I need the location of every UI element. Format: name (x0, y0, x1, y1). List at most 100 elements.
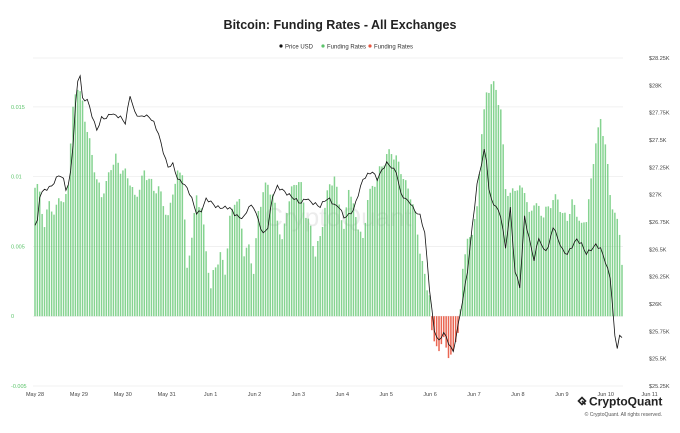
funding-rate-bar (374, 186, 376, 317)
funding-rate-bar (229, 215, 231, 317)
funding-rate-bar (93, 172, 96, 317)
funding-rate-bar (36, 183, 39, 317)
funding-rate-bar (257, 211, 260, 317)
funding-rate-bar (191, 237, 193, 317)
funding-rate-bar (338, 204, 340, 317)
right-axis: $28.25K $28K $27.75K $27.5K $27.25K $27K $26.7… (649, 56, 670, 390)
funding-rate-bar (91, 154, 93, 317)
funding-rate-bar (424, 273, 426, 317)
funding-rate-bar (112, 164, 115, 317)
funding-rate-bar (81, 100, 84, 317)
legend-label-funding-negative: Funding Rates (374, 45, 413, 51)
funding-rate-bar (481, 134, 483, 317)
funding-rate-bar (376, 177, 378, 317)
funding-rate-bar (217, 264, 219, 317)
funding-rate-bar (462, 268, 464, 317)
x-tick-label: Jun 7 (467, 392, 480, 398)
funding-rate-bar (568, 214, 571, 317)
funding-rate-bar (504, 189, 507, 317)
funding-rate-bar (492, 81, 495, 317)
funding-rate-bar (212, 270, 214, 317)
funding-rate-bar (153, 190, 155, 317)
funding-rate-bar (590, 178, 592, 317)
funding-rate-bar (355, 217, 357, 317)
funding-rate-bar (545, 206, 547, 317)
funding-rate-bar (250, 263, 253, 317)
funding-rate-bar (193, 212, 195, 317)
funding-rate-bar (561, 213, 564, 317)
funding-rate-bar (362, 237, 364, 317)
funding-rate-bar (566, 220, 569, 317)
funding-rate-bar (162, 206, 165, 317)
funding-rate-bar (585, 222, 588, 317)
legend-label-funding-positive: Funding Rates (327, 45, 366, 51)
funding-rate-bar (88, 138, 91, 317)
funding-rate-bar (260, 206, 262, 317)
funding-rate-bar (336, 186, 338, 317)
funding-rate-bar (100, 197, 103, 317)
copyright: © CryptoQuant. All rights reserved. (585, 411, 662, 418)
funding-rate-bar (233, 204, 236, 317)
funding-rate-bar (226, 248, 229, 317)
legend-label-price: Price USD (285, 45, 314, 51)
funding-rate-bar (107, 172, 110, 317)
funding-rate-bar (179, 172, 181, 317)
cryptoquant-logo-icon (577, 396, 587, 406)
funding-rate-bar (298, 182, 300, 317)
funding-rate-bar (293, 184, 295, 317)
funding-rate-bar (466, 238, 469, 317)
funding-rate-bar (519, 185, 521, 317)
funding-rate-bar (305, 217, 307, 317)
x-tick-label: Jun 11 (642, 392, 658, 398)
funding-rate-bar (573, 204, 576, 317)
funding-rate-bar (181, 175, 184, 317)
funding-rate-bar (523, 193, 526, 317)
funding-rate-bar (122, 170, 124, 317)
right-tick-label: $27.75K (649, 111, 670, 117)
funding-rate-bar (69, 143, 72, 317)
funding-rate-bar (186, 267, 188, 317)
funding-rate-bar (307, 218, 310, 317)
funding-rate-bar (314, 256, 317, 317)
funding-rate-bar (324, 207, 326, 317)
right-tick-label: $28K (649, 83, 662, 89)
funding-rate-bar (138, 189, 141, 317)
funding-rate-bar (535, 203, 538, 317)
funding-rate-bar (202, 224, 205, 317)
funding-rate-bar (276, 220, 279, 317)
funding-rate-bar (347, 189, 350, 317)
funding-rate-bar (507, 195, 509, 317)
left-tick-label: 0.005 (11, 244, 25, 250)
funding-rate-bar (445, 316, 447, 348)
funding-rate-bar (129, 185, 131, 317)
funding-rate-bar (198, 207, 200, 317)
left-axis: 0.015 0.01 0.005 0 -0.005 (11, 105, 27, 390)
funding-rate-bar (583, 222, 585, 317)
funding-rate-bar (231, 208, 233, 317)
funding-rate-bar (245, 247, 248, 317)
funding-rate-bar (440, 316, 443, 345)
funding-rate-bar (105, 181, 108, 317)
funding-rate-bar (155, 193, 157, 317)
funding-rate-bar (431, 316, 433, 331)
funding-rate-bar (490, 84, 493, 317)
funding-rate-bar (454, 316, 457, 343)
funding-rate-bar (274, 202, 276, 317)
funding-rate-bar (50, 211, 53, 317)
funding-rate-bar (53, 214, 55, 317)
funding-rate-bar (131, 187, 134, 317)
funding-rate-bar (369, 188, 371, 317)
funding-rate-bar (378, 166, 381, 317)
funding-rate-bar (526, 202, 528, 317)
funding-rate-bar (587, 199, 590, 317)
funding-rate-bar (207, 272, 210, 317)
x-tick-label: Jun 8 (511, 392, 524, 398)
legend-marker-funding-negative (368, 44, 372, 48)
funding-rate-bar (126, 178, 129, 317)
funding-rate-bar (72, 106, 74, 317)
funding-rate-bar (443, 316, 445, 338)
funding-rate-bar (618, 234, 621, 317)
funding-rate-bar (576, 216, 578, 317)
funding-rate-bar (262, 192, 264, 317)
funding-rate-bar (409, 199, 412, 317)
